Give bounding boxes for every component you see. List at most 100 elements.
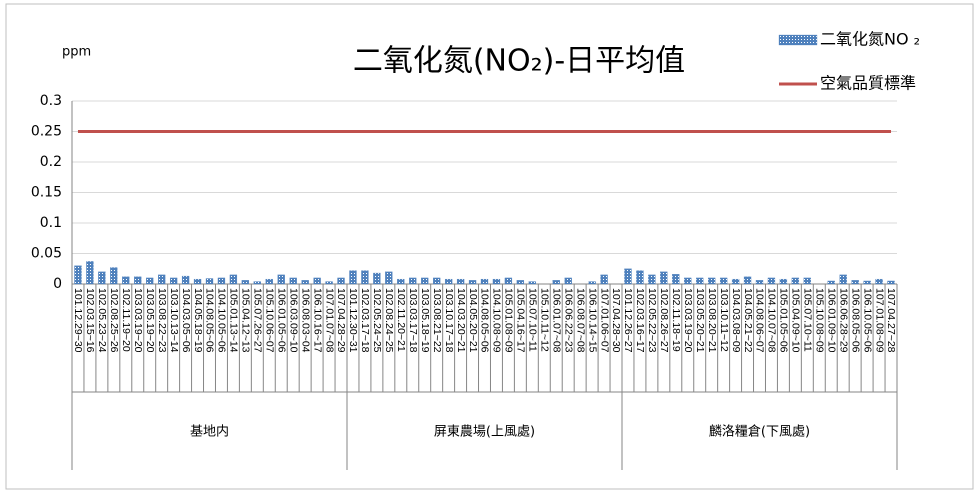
x-tick-label: 103.10.13~14 (168, 288, 180, 353)
bar (731, 278, 740, 285)
x-tick-label: 101.12.26~27 (622, 288, 634, 353)
x-tick-label: 105.04.12~13 (240, 288, 252, 353)
bar (86, 261, 94, 285)
x-tick-label: 103.05.20~21 (694, 288, 706, 353)
bar (193, 278, 202, 285)
bar (624, 268, 632, 285)
bar (349, 270, 357, 285)
bar (217, 277, 226, 285)
bar (851, 280, 859, 285)
bar (337, 277, 345, 285)
bar (158, 274, 166, 285)
x-tick-label: 102.11.20~21 (395, 288, 407, 352)
x-tick-label: 101.12.29~30 (72, 288, 84, 353)
x-tick-label: 107.01.08~09 (873, 288, 885, 353)
x-tick-label: 104.03.20~21 (455, 288, 467, 353)
x-tick-label: 102.05.24~25 (371, 288, 383, 353)
x-tick-label: 105.10.08~09 (814, 288, 826, 353)
bar (767, 277, 776, 285)
bar (265, 278, 273, 285)
x-tick-label: 107.01.07~08 (323, 288, 335, 353)
x-tick-label: 104.05.20~21 (467, 288, 479, 353)
legend-label: 空氣品質標準 (820, 74, 916, 93)
bar (743, 276, 752, 285)
bar (516, 280, 525, 285)
bar (181, 275, 190, 285)
x-tick-label: 104.08.06~07 (754, 288, 766, 353)
bar (564, 277, 572, 285)
bar (313, 277, 321, 285)
bar (803, 277, 811, 285)
x-tick-label: 103.08.20~21 (706, 288, 718, 353)
group-label: 屏東農場(上風處) (434, 424, 535, 440)
x-tick-label: 105.01.05~06 (778, 288, 790, 353)
group-label: 基地内 (190, 424, 229, 440)
x-tick-label: 104.10.08~09 (491, 288, 503, 353)
y-tick-label: 0.15 (31, 185, 62, 201)
bar (205, 278, 214, 285)
bar (433, 277, 441, 285)
bar (325, 281, 333, 285)
bar (528, 281, 536, 285)
x-tick-label: 105.07.10~11 (527, 288, 539, 352)
x-tick-label: 102.03.17~18 (359, 288, 371, 353)
x-tick-label: 102.11.19~20 (120, 288, 132, 352)
bar (504, 277, 513, 285)
x-tick-label: 102.08.25~26 (108, 288, 120, 353)
bar (74, 265, 82, 285)
x-tick-label: 104.10.05~06 (216, 288, 228, 353)
x-tick-label: 106.03.09~10 (287, 288, 299, 353)
bar (110, 267, 118, 285)
bar (241, 280, 250, 285)
bar (409, 277, 417, 285)
bar (492, 278, 501, 285)
x-tick-label: 107.04.27~28 (885, 288, 897, 353)
x-tick-label: 106.08.07~08 (574, 288, 586, 353)
x-tick-label: 106.06.22~23 (562, 288, 574, 353)
x-tick-label: 103.05.18~19 (419, 288, 431, 353)
legend-label: 二氧化氮NO ₂ (820, 30, 920, 49)
x-tick-label: 106.10.16~17 (311, 288, 323, 353)
bar (169, 277, 178, 285)
x-tick-label: 106.06.28~29 (837, 288, 849, 353)
group-label: 麟洛糧倉(下風處) (709, 424, 810, 440)
x-tick-label: 103.08.21~22 (431, 288, 443, 353)
x-tick-label: 106.08.03~04 (299, 288, 311, 353)
bar (660, 271, 668, 285)
x-tick-label: 102.08.26~27 (658, 288, 670, 353)
bar (122, 276, 130, 285)
bar (98, 271, 106, 285)
x-tick-label: 105.04.09~10 (790, 288, 802, 353)
y-tick-label: 0.25 (31, 124, 62, 140)
x-tick-label: 103.03.19~20 (132, 288, 144, 353)
bar (887, 280, 895, 285)
bar (827, 280, 835, 285)
bar (421, 277, 429, 285)
bar (696, 277, 704, 285)
x-tick-label: 107.04.28~29 (335, 288, 347, 353)
x-tick-label: 106.10.14~15 (586, 288, 598, 353)
x-tick-label: 103.08.22~23 (156, 288, 168, 353)
bar (552, 280, 560, 285)
bar (588, 281, 596, 285)
bar (648, 274, 656, 285)
y-axis-label: ppm (62, 45, 91, 60)
x-tick-label: 103.03.19~20 (682, 288, 694, 353)
x-tick-label: 105.01.13~14 (228, 288, 240, 353)
x-tick-label: 103.10.17~18 (443, 288, 455, 353)
bar (289, 277, 297, 285)
x-tick-label: 104.03.08~09 (730, 288, 742, 353)
bar (755, 280, 764, 285)
y-tick-label: 0.3 (40, 93, 62, 109)
y-tick-label: 0.2 (40, 154, 62, 170)
x-tick-label: 106.08.05~06 (849, 288, 861, 353)
x-tick-label: 105.10.11~12 (539, 288, 551, 352)
bar (636, 270, 644, 285)
x-tick-label: 102.03.16~17 (634, 288, 646, 353)
x-tick-label: 105.01.08~09 (503, 288, 515, 353)
x-tick-label: 103.05.19~20 (144, 288, 156, 353)
x-tick-label: 104.05.21~22 (742, 288, 754, 353)
bar (301, 280, 309, 285)
bar (444, 278, 453, 285)
